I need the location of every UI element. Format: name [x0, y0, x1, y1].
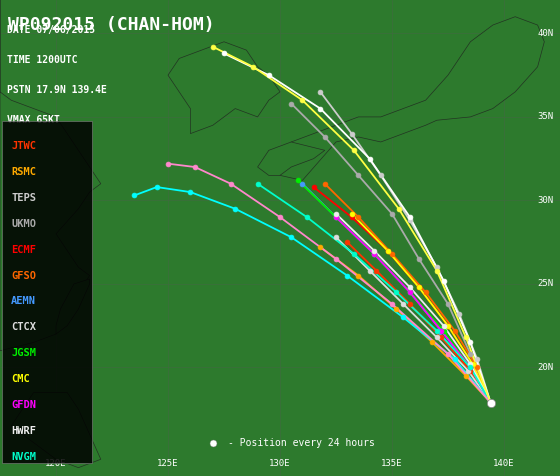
FancyBboxPatch shape [2, 121, 92, 463]
Text: DATE 07/06/2015: DATE 07/06/2015 [7, 25, 95, 35]
Text: RSMC: RSMC [11, 167, 36, 177]
Text: - Position every 24 hours: - Position every 24 hours [228, 437, 375, 447]
Text: TIME 1200UTC: TIME 1200UTC [7, 55, 77, 65]
Text: JTWC: JTWC [11, 141, 36, 151]
Text: CMC: CMC [11, 374, 30, 384]
Text: 135E: 135E [381, 459, 403, 467]
Text: 35N: 35N [537, 112, 553, 121]
Text: VMAX 65KT: VMAX 65KT [7, 115, 59, 125]
Text: 120E: 120E [45, 459, 67, 467]
Text: CTCX: CTCX [11, 322, 36, 332]
Text: TEPS: TEPS [11, 193, 36, 203]
Text: 25N: 25N [537, 279, 553, 288]
Text: NVGM: NVGM [11, 452, 36, 462]
Polygon shape [11, 393, 101, 467]
Text: GFSO: GFSO [11, 270, 36, 280]
Polygon shape [280, 17, 544, 180]
Polygon shape [56, 279, 90, 334]
Text: GFDN: GFDN [11, 400, 36, 410]
Text: 130E: 130E [269, 459, 291, 467]
Text: JGSM: JGSM [11, 348, 36, 358]
Text: 140E: 140E [493, 459, 515, 467]
Polygon shape [168, 42, 280, 134]
Text: WP092015 (CHAN-HOM): WP092015 (CHAN-HOM) [8, 16, 215, 34]
Text: PSTN 17.9N 139.4E: PSTN 17.9N 139.4E [7, 85, 106, 95]
Text: 125E: 125E [157, 459, 179, 467]
Text: AEMN: AEMN [11, 297, 36, 307]
Polygon shape [258, 142, 325, 175]
Text: 30N: 30N [537, 196, 553, 205]
Text: UKMO: UKMO [11, 219, 36, 229]
Polygon shape [0, 0, 101, 351]
Text: HWRF: HWRF [11, 426, 36, 436]
Text: 40N: 40N [537, 29, 553, 38]
Text: 20N: 20N [537, 363, 553, 372]
Text: ECMF: ECMF [11, 245, 36, 255]
